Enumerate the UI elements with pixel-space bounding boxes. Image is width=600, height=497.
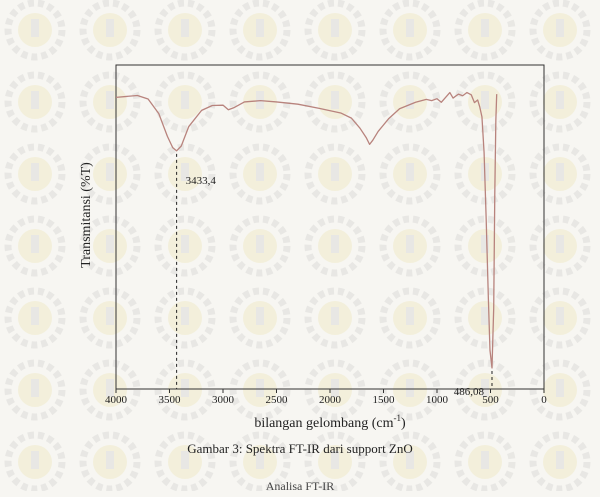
figure-caption: Gambar 3: Spektra FT-IR dari support ZnO [187,441,413,456]
watermark-tile [154,431,216,491]
watermark-tile [79,215,141,277]
watermark-tile [529,71,591,133]
watermark-tile [79,359,141,421]
peak-label: 486,08 [454,386,485,398]
next-paragraph-fragment: Analisa FT-IR [0,479,600,497]
watermark-tile [529,0,591,61]
watermark-tile [4,143,66,205]
x-tick-label: 4000 [105,394,128,406]
watermark-tile [379,143,441,205]
watermark-tile [229,143,291,205]
watermark-tile [154,0,216,61]
x-tick-label: 1500 [373,394,396,406]
x-axis-label-main: bilangan gelombang (cm [254,416,393,431]
watermark-tile [529,287,591,349]
watermark-tile [304,359,366,421]
watermark-tile [4,0,66,61]
watermark-tile [4,431,66,491]
watermark-tile [304,0,366,61]
x-axis-label-end: ) [401,416,406,431]
watermark-tile [304,215,366,277]
watermark-tile [304,431,366,491]
watermark-tile [4,71,66,133]
watermark-tile [379,431,441,491]
watermark-tile [529,359,591,421]
watermark-tile [229,287,291,349]
watermark-tile [79,287,141,349]
watermark-tile [529,143,591,205]
y-axis-label: Transmitansi (%T) [79,162,94,268]
watermark-tile [304,287,366,349]
x-tick-label: 500 [482,394,499,406]
watermark-tile [79,71,141,133]
watermark-tile [454,0,516,61]
data-marks-group: 3433,4 486,08 [115,91,498,398]
watermark-tile [529,215,591,277]
x-tick-label: 0 [541,394,547,406]
watermark-tile [229,215,291,277]
watermark-tile [379,71,441,133]
watermark-tile [229,0,291,61]
watermark-tile [154,71,216,133]
watermark-tile [229,71,291,133]
x-tick-label: 3000 [212,394,235,406]
watermark-tile [154,287,216,349]
plot-frame [115,64,545,390]
watermark-tile [79,0,141,61]
x-tick-group: 4000 3500 3000 2500 2000 1500 1000 500 0 [105,389,547,406]
watermark-tile [454,431,516,491]
watermark-tile [4,287,66,349]
next-paragraph-text: Analisa FT-IR [265,479,335,493]
watermark-tile [454,359,516,421]
x-axis-label-sup: -1 [394,413,402,423]
watermark-tile [79,431,141,491]
x-tick-label: 2500 [266,394,289,406]
watermark-tile [454,215,516,277]
watermark-tile [154,143,216,205]
spectrum-line [115,91,498,369]
watermark-tile [79,143,141,205]
x-tick-label: 3500 [159,394,182,406]
peak-label: 3433,4 [186,175,217,187]
watermark-tile [229,359,291,421]
watermark-tile [154,215,216,277]
watermark-tile [529,431,591,491]
watermark-tile [4,359,66,421]
x-tick-label: 2000 [319,394,342,406]
x-axis-label: bilangan gelombang (cm-1) [254,413,406,431]
watermark-tile [379,0,441,61]
watermark-tile [454,71,516,133]
x-tick-label: 1000 [426,394,449,406]
watermark-tile [379,287,441,349]
watermark-tile [4,215,66,277]
watermark-tile [154,359,216,421]
watermark-tile [304,143,366,205]
watermark-tile [229,431,291,491]
watermark-tile [379,215,441,277]
